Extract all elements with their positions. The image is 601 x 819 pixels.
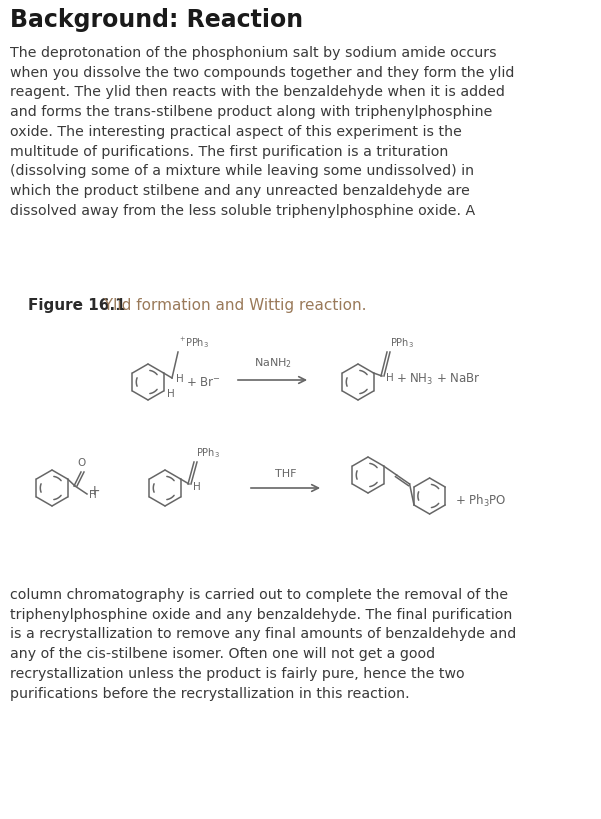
Text: O: O <box>78 458 86 468</box>
Text: + NH$_3$ + NaBr: + NH$_3$ + NaBr <box>396 372 481 387</box>
Text: $^{+}$PPh$_3$: $^{+}$PPh$_3$ <box>179 335 209 350</box>
Text: H: H <box>193 482 201 492</box>
Text: NaNH$_2$: NaNH$_2$ <box>254 356 291 370</box>
Text: PPh$_3$: PPh$_3$ <box>196 446 220 460</box>
Text: column chromatography is carried out to complete the removal of the
triphenylpho: column chromatography is carried out to … <box>10 588 516 700</box>
Text: Figure 16.1: Figure 16.1 <box>28 298 126 313</box>
Text: H: H <box>89 490 97 500</box>
Text: H: H <box>386 373 394 383</box>
Text: THF: THF <box>275 469 296 479</box>
Text: + Ph$_3$PO: + Ph$_3$PO <box>454 493 506 509</box>
Text: Ylid formation and Wittig reaction.: Ylid formation and Wittig reaction. <box>99 298 367 313</box>
Text: PPh$_3$: PPh$_3$ <box>390 337 414 350</box>
Text: + Br$^{-}$: + Br$^{-}$ <box>186 375 221 388</box>
Text: H: H <box>167 389 175 399</box>
Text: Background: Reaction: Background: Reaction <box>10 8 303 32</box>
Text: +: + <box>88 484 100 498</box>
Text: The deprotonation of the phosphonium salt by sodium amide occurs
when you dissol: The deprotonation of the phosphonium sal… <box>10 46 514 218</box>
Text: H: H <box>176 374 184 384</box>
